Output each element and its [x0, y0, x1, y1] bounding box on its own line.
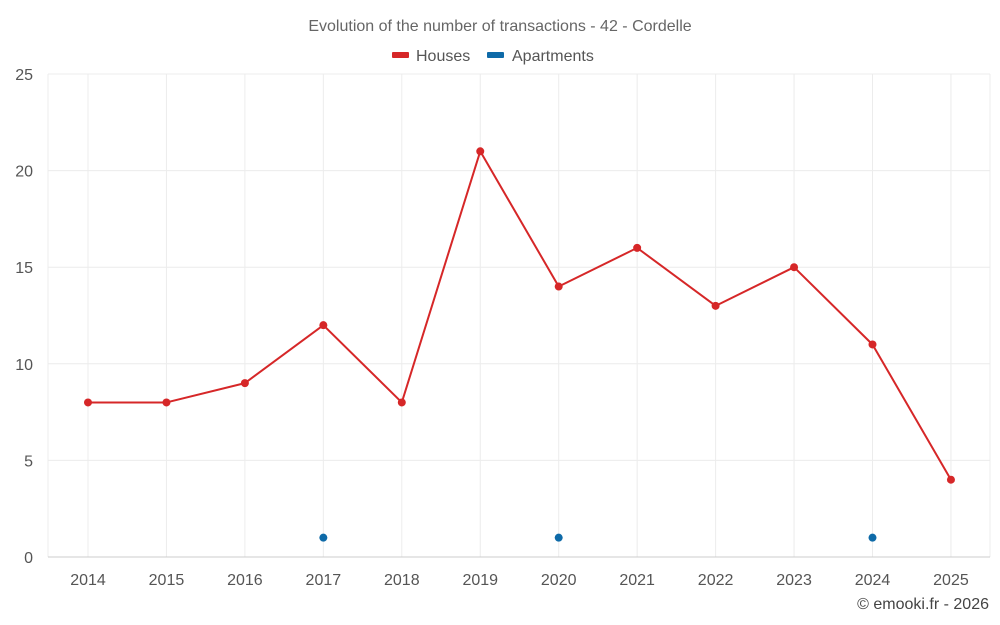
data-point-houses[interactable]	[162, 398, 171, 407]
x-tick-label: 2020	[541, 572, 577, 589]
x-tick-label: 2019	[462, 572, 498, 589]
data-point-houses[interactable]	[711, 301, 720, 310]
x-tick-label: 2023	[776, 572, 812, 589]
x-axis: 2014 2015 2016 2017 2018 2019 2020 2021 2022 2023…	[70, 572, 969, 589]
data-point-apartments[interactable]	[319, 533, 328, 542]
data-point-apartments[interactable]	[554, 533, 563, 542]
y-tick-label: 20	[15, 164, 33, 181]
x-tick-label: 2018	[384, 572, 420, 589]
legend-item-apartments[interactable]: Apartments	[487, 48, 594, 65]
legend-item-houses[interactable]: Houses	[392, 48, 470, 65]
data-point-houses[interactable]	[868, 340, 877, 349]
data-point-houses[interactable]	[633, 243, 642, 252]
data-point-houses[interactable]	[240, 379, 249, 388]
y-tick-label: 0	[24, 550, 33, 567]
chart-title: Evolution of the number of transactions …	[308, 18, 691, 35]
x-tick-label: 2017	[306, 572, 342, 589]
y-tick-label: 25	[15, 67, 33, 84]
legend-swatch-apartments	[487, 52, 504, 58]
x-tick-label: 2014	[70, 572, 106, 589]
legend-label-apartments: Apartments	[512, 48, 594, 65]
credit-text: © emooki.fr - 2026	[857, 596, 989, 613]
y-tick-label: 10	[15, 357, 33, 374]
y-tick-label: 15	[15, 260, 33, 277]
legend-label-houses: Houses	[416, 48, 470, 65]
x-tick-label: 2016	[227, 572, 263, 589]
x-tick-label: 2025	[933, 572, 969, 589]
data-point-houses[interactable]	[397, 398, 406, 407]
legend-swatch-houses	[392, 52, 409, 58]
data-point-apartments[interactable]	[868, 533, 877, 542]
data-point-houses[interactable]	[319, 321, 328, 330]
gridlines	[47, 73, 991, 558]
data-point-houses[interactable]	[554, 282, 563, 291]
data-point-houses[interactable]	[790, 263, 799, 272]
data-point-houses[interactable]	[946, 475, 955, 484]
x-tick-label: 2024	[855, 572, 891, 589]
y-axis: 0 5 10 15 20 25	[15, 67, 33, 567]
series-layer	[84, 147, 955, 542]
y-tick-label: 5	[24, 453, 33, 470]
data-point-houses[interactable]	[84, 398, 92, 407]
x-tick-label: 2015	[149, 572, 185, 589]
data-point-houses[interactable]	[476, 147, 485, 156]
series-line-houses	[88, 150, 952, 481]
legend: Houses Apartments	[392, 48, 594, 65]
x-tick-label: 2022	[698, 572, 734, 589]
x-tick-label: 2021	[619, 572, 655, 589]
